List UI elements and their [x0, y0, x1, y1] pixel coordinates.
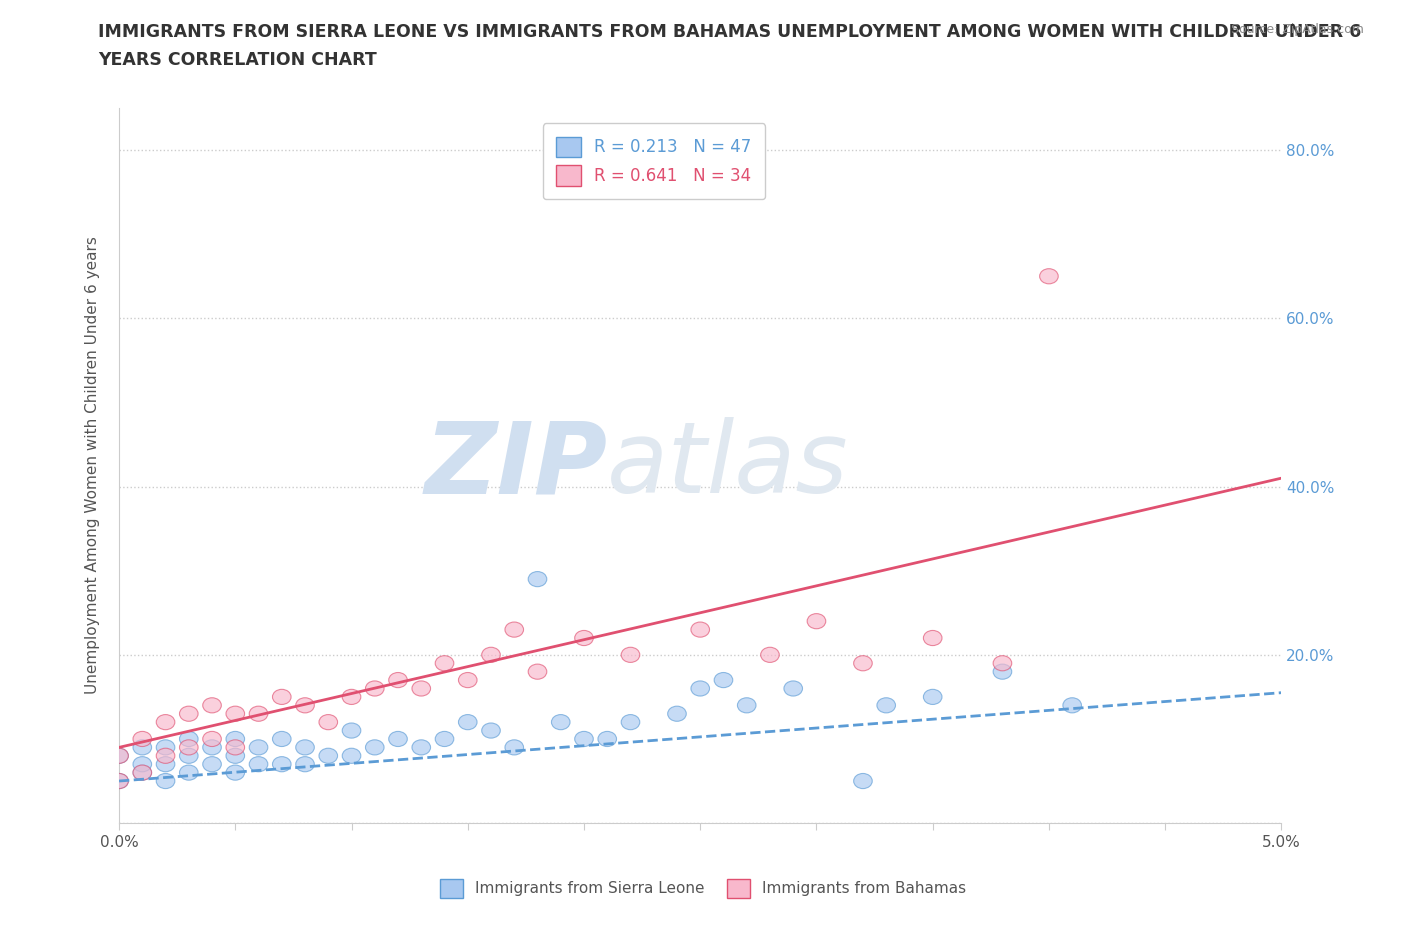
Ellipse shape — [505, 622, 523, 637]
Ellipse shape — [785, 681, 803, 696]
Ellipse shape — [575, 631, 593, 645]
Ellipse shape — [342, 723, 361, 738]
Ellipse shape — [458, 672, 477, 687]
Ellipse shape — [366, 739, 384, 755]
Ellipse shape — [273, 689, 291, 704]
Ellipse shape — [180, 706, 198, 722]
Ellipse shape — [1039, 269, 1059, 284]
Ellipse shape — [388, 731, 408, 747]
Ellipse shape — [295, 739, 315, 755]
Ellipse shape — [226, 765, 245, 780]
Ellipse shape — [202, 757, 221, 772]
Ellipse shape — [110, 749, 128, 764]
Ellipse shape — [482, 647, 501, 662]
Text: atlas: atlas — [607, 417, 849, 514]
Ellipse shape — [529, 664, 547, 679]
Ellipse shape — [134, 765, 152, 780]
Ellipse shape — [180, 731, 198, 747]
Ellipse shape — [110, 749, 128, 764]
Y-axis label: Unemployment Among Women with Children Under 6 years: Unemployment Among Women with Children U… — [86, 236, 100, 695]
Ellipse shape — [575, 731, 593, 747]
Ellipse shape — [853, 656, 872, 671]
Legend: R = 0.213   N = 47, R = 0.641   N = 34: R = 0.213 N = 47, R = 0.641 N = 34 — [543, 124, 765, 199]
Ellipse shape — [202, 731, 221, 747]
Ellipse shape — [180, 739, 198, 755]
Ellipse shape — [924, 689, 942, 704]
Ellipse shape — [621, 647, 640, 662]
Ellipse shape — [366, 681, 384, 696]
Text: Source: ZipAtlas.com: Source: ZipAtlas.com — [1230, 23, 1364, 36]
Ellipse shape — [249, 757, 267, 772]
Ellipse shape — [319, 714, 337, 730]
Ellipse shape — [226, 749, 245, 764]
Ellipse shape — [226, 739, 245, 755]
Text: YEARS CORRELATION CHART: YEARS CORRELATION CHART — [98, 51, 377, 69]
Ellipse shape — [621, 714, 640, 730]
Ellipse shape — [156, 749, 174, 764]
Ellipse shape — [993, 656, 1012, 671]
Ellipse shape — [1063, 698, 1081, 713]
Ellipse shape — [529, 572, 547, 587]
Text: IMMIGRANTS FROM SIERRA LEONE VS IMMIGRANTS FROM BAHAMAS UNEMPLOYMENT AMONG WOMEN: IMMIGRANTS FROM SIERRA LEONE VS IMMIGRAN… — [98, 23, 1361, 41]
Ellipse shape — [295, 698, 315, 713]
Ellipse shape — [342, 749, 361, 764]
Ellipse shape — [249, 739, 267, 755]
Ellipse shape — [156, 757, 174, 772]
Ellipse shape — [134, 731, 152, 747]
Ellipse shape — [482, 723, 501, 738]
Ellipse shape — [853, 774, 872, 789]
Ellipse shape — [156, 714, 174, 730]
Ellipse shape — [226, 731, 245, 747]
Ellipse shape — [458, 714, 477, 730]
Ellipse shape — [412, 739, 430, 755]
Ellipse shape — [993, 664, 1012, 679]
Ellipse shape — [180, 749, 198, 764]
Ellipse shape — [412, 681, 430, 696]
Ellipse shape — [388, 672, 408, 687]
Ellipse shape — [551, 714, 569, 730]
Ellipse shape — [505, 739, 523, 755]
Ellipse shape — [436, 656, 454, 671]
Ellipse shape — [924, 631, 942, 645]
Ellipse shape — [134, 765, 152, 780]
Ellipse shape — [737, 698, 756, 713]
Ellipse shape — [877, 698, 896, 713]
Ellipse shape — [761, 647, 779, 662]
Ellipse shape — [436, 731, 454, 747]
Ellipse shape — [319, 749, 337, 764]
Ellipse shape — [156, 739, 174, 755]
Ellipse shape — [110, 774, 128, 789]
Ellipse shape — [273, 731, 291, 747]
Ellipse shape — [134, 757, 152, 772]
Text: ZIP: ZIP — [425, 417, 607, 514]
Ellipse shape — [714, 672, 733, 687]
Ellipse shape — [156, 774, 174, 789]
Ellipse shape — [690, 681, 710, 696]
Ellipse shape — [134, 739, 152, 755]
Ellipse shape — [249, 706, 267, 722]
Ellipse shape — [807, 614, 825, 629]
Ellipse shape — [226, 706, 245, 722]
Ellipse shape — [690, 622, 710, 637]
Ellipse shape — [295, 757, 315, 772]
Ellipse shape — [110, 774, 128, 789]
Ellipse shape — [273, 757, 291, 772]
Ellipse shape — [668, 706, 686, 722]
Ellipse shape — [202, 739, 221, 755]
Ellipse shape — [202, 698, 221, 713]
Ellipse shape — [598, 731, 617, 747]
Ellipse shape — [180, 765, 198, 780]
Legend: Immigrants from Sierra Leone, Immigrants from Bahamas: Immigrants from Sierra Leone, Immigrants… — [433, 873, 973, 904]
Ellipse shape — [342, 689, 361, 704]
